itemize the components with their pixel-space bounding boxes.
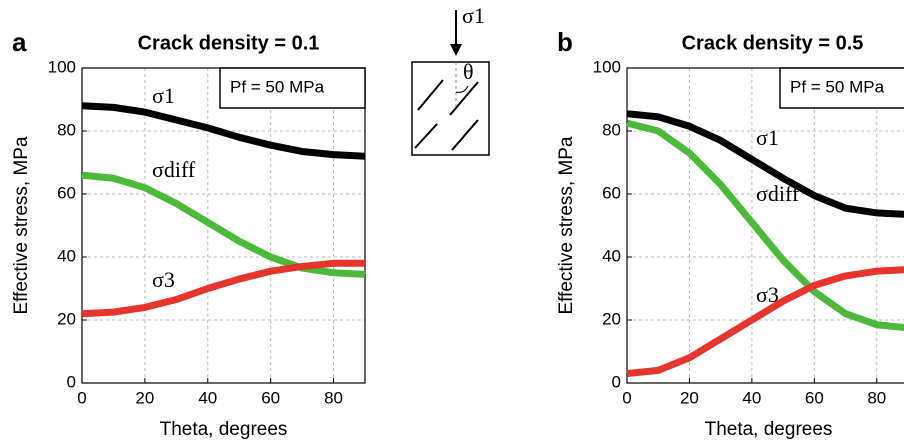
y-tick-label: 0 (67, 372, 76, 391)
line (81, 259, 365, 318)
line (626, 266, 904, 378)
angle-label: θ (463, 59, 474, 84)
line (626, 110, 904, 218)
y-axis-label: Effective stress, MPa (556, 136, 577, 315)
series-label: σ1 (756, 125, 779, 150)
x-tick-label: 40 (742, 388, 761, 407)
x-axis-label: Theta, degrees (160, 419, 288, 440)
x-tick-label: 60 (805, 388, 824, 407)
x-tick-label: 20 (680, 388, 699, 407)
series-label: σdiff (756, 181, 800, 206)
y-axis-label: Effective stress, MPa (11, 136, 32, 315)
y-tick-label: 40 (602, 246, 621, 265)
crack (414, 123, 438, 149)
annotation-box (219, 67, 366, 109)
x-tick-label: 60 (261, 388, 280, 407)
x-tick-label: 0 (77, 388, 86, 407)
specimen-box (411, 61, 490, 156)
load-label: σ1 (462, 3, 485, 28)
inset-diagram: σ1 θ (411, 3, 490, 156)
series-label: σ1 (152, 83, 175, 108)
y-tick-label: 40 (57, 246, 76, 265)
series-label: σdiff (152, 157, 196, 182)
series-label: σ3 (152, 267, 175, 292)
x-tick-label: 80 (867, 388, 886, 407)
y-tick-label: 80 (602, 120, 621, 139)
panel-label: a (12, 27, 27, 57)
plot-frame (626, 67, 904, 384)
x-tick-label: 80 (324, 388, 343, 407)
y-tick-label: 0 (612, 372, 621, 391)
plot-frame (81, 67, 366, 384)
line (81, 102, 366, 160)
chart-title: Crack density = 0.5 (682, 32, 864, 54)
y-tick-label: 20 (57, 309, 76, 328)
x-tick-label: 40 (198, 388, 217, 407)
y-tick-label: 100 (593, 57, 621, 76)
annotation-box (779, 67, 904, 109)
crack (417, 79, 444, 111)
y-tick-label: 60 (602, 183, 621, 202)
line (626, 119, 904, 331)
annotation: Pf = 50 MPa (230, 77, 325, 96)
y-tick-label: 80 (57, 120, 76, 139)
arrow-head (450, 44, 462, 56)
crack (451, 119, 479, 151)
panel-label: b (557, 27, 573, 57)
annotation: Pf = 50 MPa (790, 77, 885, 96)
y-tick-label: 20 (602, 309, 621, 328)
crack (449, 81, 479, 116)
x-tick-label: 0 (622, 388, 631, 407)
series-label: σ3 (756, 282, 779, 307)
y-tick-label: 60 (57, 183, 76, 202)
angle-arc (455, 85, 469, 93)
chart-title: Crack density = 0.1 (138, 32, 320, 54)
line (81, 171, 366, 278)
y-tick-label: 100 (48, 57, 76, 76)
x-tick-label: 20 (135, 388, 154, 407)
x-axis-label: Theta, degrees (705, 419, 833, 440)
